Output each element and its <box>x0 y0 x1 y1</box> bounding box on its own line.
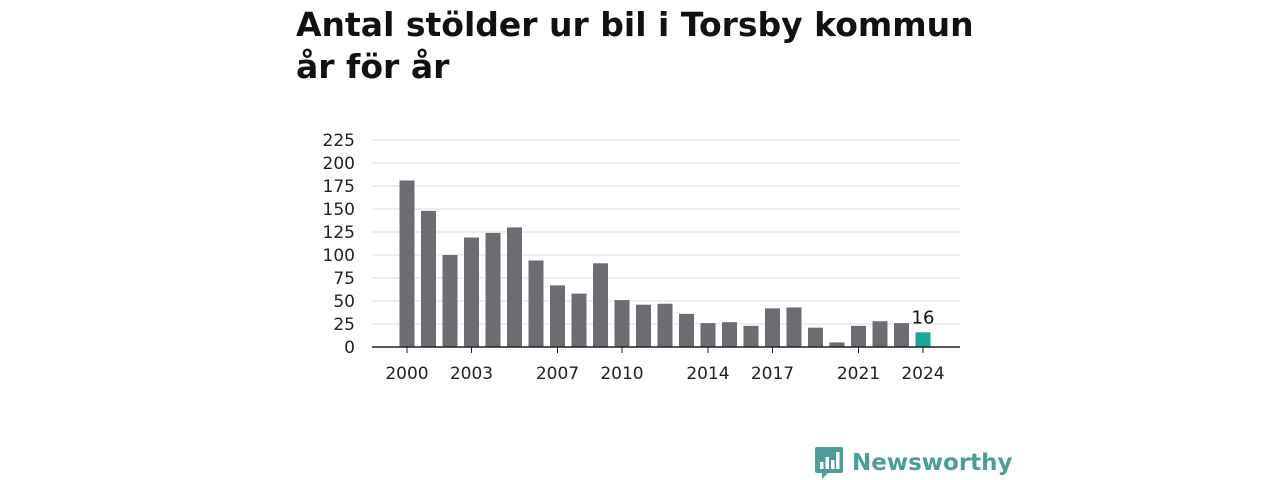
x-tick-label: 2021 <box>837 364 880 384</box>
brand-name: Newsworthy <box>852 450 1013 476</box>
bar-2002 <box>442 255 458 347</box>
bar-2018 <box>786 307 802 347</box>
bar-2016 <box>743 325 759 347</box>
bar-2005 <box>507 227 522 347</box>
bar-2013 <box>679 313 694 347</box>
bar-2020 <box>829 342 845 347</box>
x-tick-label: 2007 <box>536 364 579 384</box>
x-tick-label: 2000 <box>385 364 428 384</box>
bar-2024 <box>915 332 931 347</box>
bar-2006 <box>528 260 544 347</box>
brand-logo: Newsworthy <box>814 446 1013 480</box>
x-tick-label: 2017 <box>751 364 794 384</box>
y-tick-label: 225 <box>323 131 355 151</box>
y-tick-label: 125 <box>323 223 355 243</box>
y-tick-label: 50 <box>333 292 355 312</box>
bar-2023 <box>894 323 909 347</box>
bar-2014 <box>700 323 716 347</box>
y-tick-label: 200 <box>323 154 355 174</box>
bar-2017 <box>765 308 780 347</box>
x-tick-label: 2010 <box>600 364 643 384</box>
bar-2004 <box>485 232 501 347</box>
bar-2019 <box>808 327 823 347</box>
data-labels: 16 <box>912 307 935 328</box>
x-tick-label: 2003 <box>450 364 493 384</box>
x-tick-label: 2014 <box>686 364 729 384</box>
bar-2012 <box>657 303 673 347</box>
bar-2009 <box>593 263 608 347</box>
bar-2000 <box>399 180 415 347</box>
y-tick-label: 75 <box>333 269 355 289</box>
bar-2008 <box>571 293 587 347</box>
y-tick-label: 150 <box>323 200 355 220</box>
bars <box>399 180 931 347</box>
data-label-highlight: 16 <box>912 307 935 328</box>
bar-2011 <box>636 304 651 347</box>
chart-title: Antal stölder ur bil i Torsby kommun år … <box>296 5 974 86</box>
bar-2021 <box>851 325 866 347</box>
bar-2015 <box>722 322 737 347</box>
gridlines <box>372 139 960 325</box>
y-axis-tick-labels: 0 25 50 75 100 125 150 175 200 225 <box>323 131 355 358</box>
bar-2001 <box>421 210 436 347</box>
x-tick-label: 2024 <box>901 364 944 384</box>
bar-2003 <box>464 237 479 347</box>
x-axis-ticks: 2000 2003 2007 2010 2014 2017 2021 2024 <box>385 347 945 384</box>
y-tick-label: 0 <box>344 338 355 358</box>
bar-2022 <box>872 321 888 347</box>
bar-2010 <box>614 300 630 347</box>
y-tick-label: 175 <box>323 177 355 197</box>
newsworthy-logo-icon <box>815 447 843 479</box>
bar-2007 <box>550 285 565 347</box>
y-tick-label: 25 <box>333 315 355 335</box>
y-tick-label: 100 <box>323 246 355 266</box>
